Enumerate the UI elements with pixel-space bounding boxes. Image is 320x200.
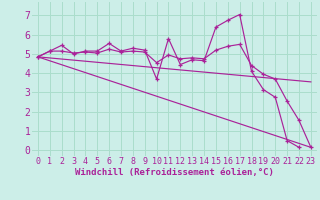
- X-axis label: Windchill (Refroidissement éolien,°C): Windchill (Refroidissement éolien,°C): [75, 168, 274, 177]
